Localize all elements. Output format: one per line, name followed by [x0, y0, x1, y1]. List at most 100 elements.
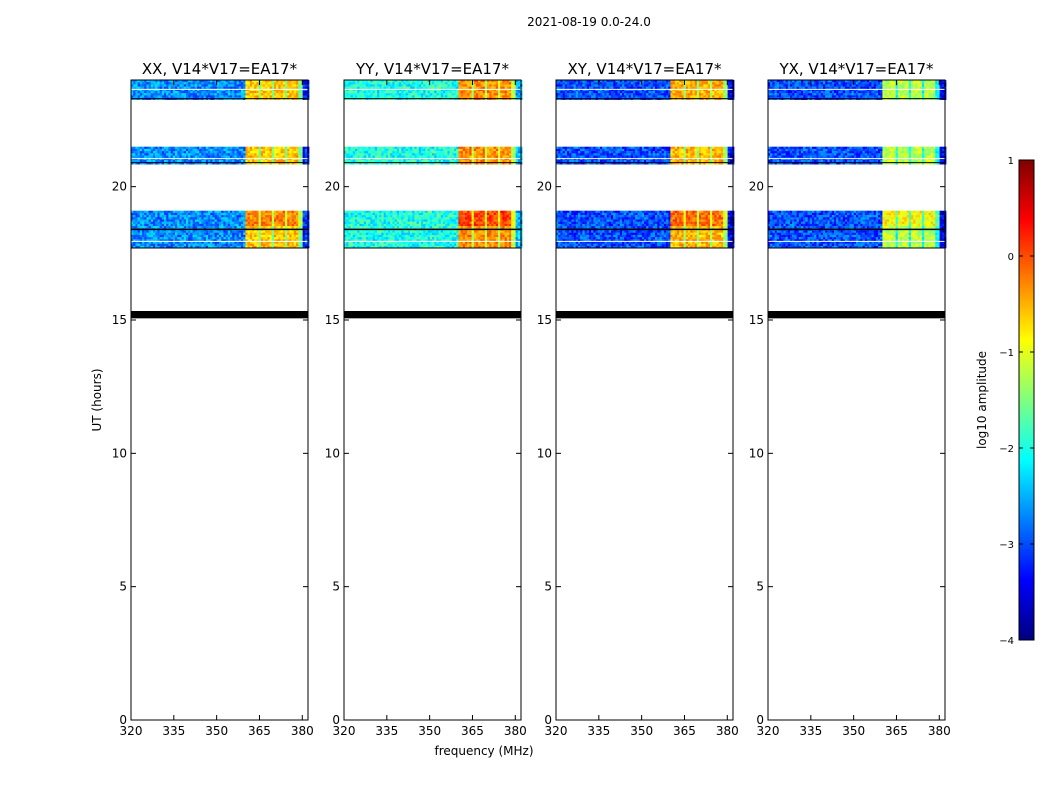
heat-cell [252, 217, 255, 220]
heat-cell [269, 223, 272, 227]
heat-cell [407, 155, 411, 158]
heat-cell [346, 210, 349, 214]
heat-cell [230, 153, 233, 156]
heat-cell [159, 245, 162, 249]
heat-cell [265, 239, 268, 242]
heat-cell [513, 88, 516, 92]
heat-cell [249, 215, 253, 218]
heat-cell [410, 86, 413, 89]
heat-cell [205, 226, 209, 229]
heat-cell [161, 245, 165, 249]
heat-cell [267, 243, 270, 247]
heat-cell [498, 223, 501, 227]
heat-cell [432, 93, 435, 96]
heat-cell [465, 153, 468, 156]
heat-cell [161, 88, 165, 92]
heat-cell [401, 215, 404, 218]
heat-cell [504, 230, 507, 233]
heat-cell [177, 91, 180, 94]
heat-cell [197, 162, 200, 165]
heat-cell [361, 80, 364, 83]
heat-cell [429, 146, 433, 150]
heat-cell [432, 230, 435, 233]
heat-cell [225, 146, 228, 150]
heat-cell [247, 245, 250, 249]
heat-cell [256, 159, 259, 163]
heat-cell [436, 153, 439, 156]
heat-cell [517, 226, 521, 229]
heat-cell [183, 223, 187, 227]
heat-cell [456, 93, 459, 96]
heat-cell [216, 159, 220, 163]
heat-cell [238, 148, 242, 152]
heat-cell [491, 212, 494, 216]
heat-cell [199, 146, 202, 150]
heat-cell [392, 155, 395, 158]
heat-cell [509, 155, 512, 158]
heat-cell [432, 84, 435, 87]
heat-cell [302, 226, 305, 229]
heat-cell [346, 226, 349, 229]
heat-cell [298, 91, 301, 94]
heat-cell [203, 93, 206, 96]
heat-cell [144, 226, 147, 229]
heat-cell [135, 223, 138, 227]
heat-cell [425, 215, 428, 218]
heat-cell [175, 243, 178, 247]
heat-cell [399, 219, 402, 222]
heat-cell [238, 162, 242, 165]
heat-cell [166, 210, 169, 214]
heat-cell [168, 210, 171, 214]
heat-cell [355, 155, 358, 158]
heat-cell [135, 82, 138, 85]
heat-cell [471, 162, 474, 165]
heat-cell [131, 219, 134, 222]
heat-cell [412, 212, 415, 216]
heat-cell [377, 226, 380, 229]
heat-cell [236, 245, 239, 249]
heat-cell [282, 93, 286, 96]
heat-cell [515, 82, 518, 85]
heat-cell [267, 88, 270, 92]
heat-cell [515, 148, 518, 152]
heat-cell [465, 82, 468, 85]
heat-cell [405, 93, 408, 96]
heat-cell [379, 88, 382, 92]
heat-cell [276, 232, 279, 236]
heat-cell [456, 88, 459, 92]
heat-cell [352, 159, 356, 163]
heat-cell [177, 93, 180, 96]
heat-cell [168, 212, 171, 216]
heat-cell [186, 84, 189, 87]
heat-cell [287, 212, 290, 216]
heat-cell [289, 243, 292, 247]
heat-cell [300, 212, 303, 216]
heat-cell [223, 217, 226, 220]
heat-cell [265, 221, 268, 225]
heat-cell [225, 230, 228, 233]
heat-cell [304, 219, 308, 222]
heat-cell [495, 212, 499, 216]
heat-cell [458, 80, 461, 83]
heat-cell [418, 212, 422, 216]
heat-cell [348, 230, 351, 233]
heat-cell [267, 159, 270, 163]
heat-cell [203, 155, 206, 158]
heat-cell [368, 151, 371, 154]
heat-cell [390, 151, 393, 154]
heat-cell [517, 151, 521, 154]
heat-cell [159, 219, 162, 222]
heat-cell [291, 95, 294, 98]
heat-cell [359, 221, 362, 225]
heat-cell [247, 153, 250, 156]
heat-cell [372, 148, 375, 152]
heat-cell [379, 146, 382, 150]
heat-cell [438, 217, 441, 220]
heat-cell [421, 219, 424, 222]
heat-cell [429, 217, 433, 220]
heat-cell [480, 86, 483, 89]
heat-cell [506, 212, 510, 216]
heat-cell [355, 80, 358, 83]
heat-cell [175, 148, 178, 152]
heat-cell [137, 221, 140, 225]
